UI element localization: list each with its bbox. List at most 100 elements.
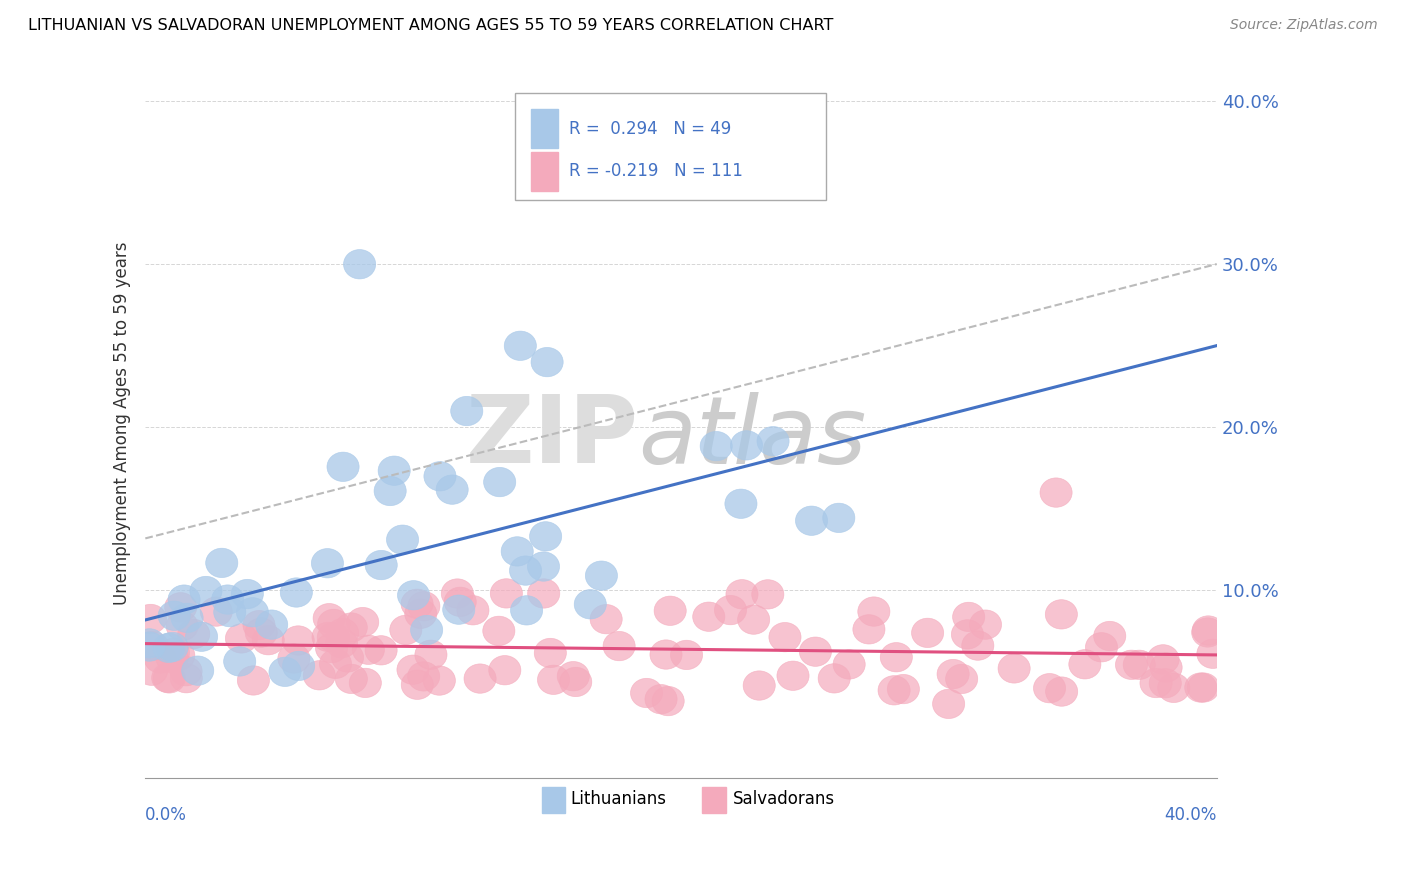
Ellipse shape	[398, 581, 430, 610]
Ellipse shape	[1033, 673, 1066, 703]
Ellipse shape	[166, 611, 198, 640]
Ellipse shape	[436, 475, 468, 504]
Ellipse shape	[444, 587, 477, 616]
Ellipse shape	[165, 592, 197, 622]
Ellipse shape	[936, 659, 969, 689]
Text: atlas: atlas	[638, 392, 866, 483]
Ellipse shape	[335, 613, 367, 642]
Ellipse shape	[1046, 677, 1078, 706]
Ellipse shape	[645, 684, 678, 714]
Ellipse shape	[952, 620, 984, 649]
FancyBboxPatch shape	[531, 152, 558, 191]
Ellipse shape	[652, 687, 685, 715]
Ellipse shape	[738, 605, 769, 634]
Ellipse shape	[186, 622, 218, 651]
Ellipse shape	[630, 678, 662, 707]
Ellipse shape	[650, 640, 682, 669]
Ellipse shape	[1192, 618, 1223, 648]
Ellipse shape	[1192, 615, 1225, 645]
Ellipse shape	[769, 623, 801, 652]
Ellipse shape	[163, 640, 195, 670]
Ellipse shape	[911, 618, 943, 648]
Ellipse shape	[238, 665, 270, 695]
Ellipse shape	[603, 632, 636, 661]
Ellipse shape	[932, 690, 965, 719]
Text: 0.0%: 0.0%	[145, 806, 187, 824]
Ellipse shape	[170, 664, 202, 693]
Ellipse shape	[853, 615, 884, 644]
Ellipse shape	[441, 579, 474, 608]
Ellipse shape	[1149, 668, 1181, 698]
Ellipse shape	[389, 615, 422, 645]
Ellipse shape	[1140, 668, 1173, 698]
Ellipse shape	[1085, 632, 1118, 662]
Ellipse shape	[396, 655, 429, 684]
Ellipse shape	[560, 667, 592, 697]
Ellipse shape	[484, 467, 516, 497]
Ellipse shape	[953, 602, 984, 632]
Ellipse shape	[998, 654, 1031, 683]
Ellipse shape	[343, 250, 375, 279]
Ellipse shape	[796, 506, 828, 535]
Ellipse shape	[423, 461, 456, 491]
Ellipse shape	[969, 610, 1001, 640]
Ellipse shape	[489, 656, 520, 685]
Ellipse shape	[756, 426, 789, 456]
Ellipse shape	[224, 647, 256, 676]
Ellipse shape	[311, 549, 343, 578]
Text: LITHUANIAN VS SALVADORAN UNEMPLOYMENT AMONG AGES 55 TO 59 YEARS CORRELATION CHAR: LITHUANIAN VS SALVADORAN UNEMPLOYMENT AM…	[28, 18, 834, 33]
Ellipse shape	[366, 550, 398, 580]
Ellipse shape	[245, 618, 277, 648]
Ellipse shape	[304, 661, 336, 690]
Ellipse shape	[464, 664, 496, 693]
Text: Lithuanians: Lithuanians	[571, 790, 666, 808]
Ellipse shape	[353, 635, 384, 665]
Ellipse shape	[411, 615, 443, 645]
Ellipse shape	[451, 396, 482, 425]
Ellipse shape	[752, 580, 785, 609]
Ellipse shape	[671, 640, 703, 670]
Ellipse shape	[591, 605, 623, 634]
Ellipse shape	[527, 579, 560, 608]
Ellipse shape	[1040, 478, 1073, 508]
Ellipse shape	[318, 609, 350, 639]
Ellipse shape	[1123, 650, 1156, 680]
Ellipse shape	[1147, 645, 1180, 674]
Text: R =  0.294   N = 49: R = 0.294 N = 49	[568, 120, 731, 138]
Ellipse shape	[509, 556, 541, 585]
Ellipse shape	[401, 670, 433, 699]
Ellipse shape	[482, 616, 515, 646]
Ellipse shape	[1197, 639, 1229, 668]
Ellipse shape	[408, 591, 440, 621]
Ellipse shape	[335, 665, 367, 694]
Ellipse shape	[318, 623, 349, 652]
FancyBboxPatch shape	[703, 787, 725, 814]
Ellipse shape	[211, 585, 243, 615]
Ellipse shape	[778, 661, 808, 690]
FancyBboxPatch shape	[531, 109, 558, 148]
Ellipse shape	[214, 598, 246, 627]
Ellipse shape	[200, 597, 232, 626]
Ellipse shape	[349, 668, 381, 698]
Ellipse shape	[505, 331, 537, 360]
Ellipse shape	[347, 607, 378, 637]
Ellipse shape	[654, 596, 686, 625]
Ellipse shape	[366, 636, 396, 665]
Ellipse shape	[880, 642, 912, 672]
Ellipse shape	[181, 656, 214, 685]
Ellipse shape	[401, 589, 433, 618]
Ellipse shape	[153, 633, 184, 663]
Ellipse shape	[405, 599, 437, 629]
Ellipse shape	[243, 610, 276, 640]
Ellipse shape	[269, 657, 301, 687]
Ellipse shape	[510, 596, 543, 625]
Ellipse shape	[585, 561, 617, 591]
Ellipse shape	[423, 666, 456, 695]
Ellipse shape	[725, 489, 756, 518]
Ellipse shape	[278, 644, 309, 673]
Ellipse shape	[172, 603, 202, 632]
Ellipse shape	[491, 579, 523, 608]
Ellipse shape	[157, 601, 190, 631]
Ellipse shape	[725, 580, 758, 609]
Ellipse shape	[887, 674, 920, 704]
